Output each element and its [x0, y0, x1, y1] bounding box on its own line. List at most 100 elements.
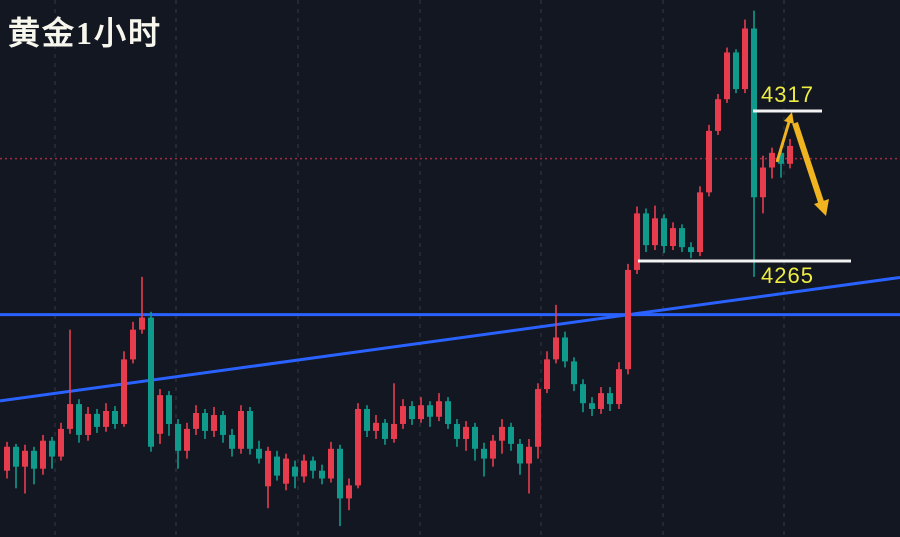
bearish-candle — [31, 450, 37, 469]
bullish-candle — [652, 218, 658, 246]
bullish-candle — [634, 213, 640, 270]
bearish-candle — [508, 426, 514, 444]
bullish-candle — [418, 405, 424, 420]
candle-wick — [393, 383, 395, 443]
bearish-candle — [166, 395, 172, 424]
bearish-candle — [454, 423, 460, 439]
bearish-candle — [292, 466, 298, 477]
bearish-candle — [49, 440, 55, 457]
bearish-candle — [319, 470, 325, 479]
bullish-candle — [103, 411, 109, 427]
bullish-candle — [139, 317, 145, 330]
bearish-candle — [112, 411, 118, 424]
bullish-candle — [283, 458, 289, 484]
bearish-candle — [337, 448, 343, 499]
bearish-candle — [643, 213, 649, 246]
bullish-candle — [742, 28, 748, 90]
bullish-candle — [436, 401, 442, 417]
bearish-candle — [310, 460, 316, 471]
candle-wick — [141, 276, 143, 334]
bullish-candle — [760, 167, 766, 198]
bullish-candle — [697, 192, 703, 253]
bearish-candle — [481, 448, 487, 459]
bullish-candle — [265, 450, 271, 487]
bullish-candle — [211, 415, 217, 431]
bullish-candle — [400, 406, 406, 424]
bearish-candle — [247, 411, 253, 449]
bullish-candle — [346, 485, 352, 499]
arrow-down-head-icon[interactable] — [814, 199, 829, 216]
bullish-candle — [544, 359, 550, 390]
bullish-candle — [616, 369, 622, 405]
bullish-candle — [355, 408, 361, 486]
bearish-candle — [589, 403, 595, 409]
bearish-candle — [445, 401, 451, 424]
bearish-candle — [688, 247, 694, 253]
bearish-candle — [679, 228, 685, 248]
bullish-candle — [724, 52, 730, 100]
bullish-candle — [553, 337, 559, 360]
candle-wick — [483, 442, 485, 477]
bearish-candle — [751, 28, 757, 198]
candle-wick — [24, 444, 26, 494]
bullish-candle — [706, 130, 712, 193]
bullish-candle — [121, 359, 127, 424]
bearish-candle — [427, 405, 433, 417]
bullish-candle — [526, 446, 532, 464]
bearish-candle — [13, 446, 19, 467]
bearish-candle — [148, 317, 154, 447]
candle-wick — [555, 304, 557, 364]
bearish-candle — [607, 393, 613, 405]
bullish-candle — [715, 99, 721, 131]
bullish-candle — [193, 413, 199, 429]
bullish-candle — [769, 152, 775, 168]
bearish-candle — [661, 218, 667, 246]
bearish-candle — [76, 404, 82, 435]
bullish-candle — [373, 422, 379, 431]
bullish-candle — [157, 395, 163, 434]
bearish-candle — [472, 426, 478, 449]
bearish-candle — [409, 406, 415, 420]
arrow-up-stroke[interactable] — [775, 121, 791, 163]
bearish-candle — [274, 456, 280, 476]
bullish-candle — [598, 393, 604, 409]
bearish-candle — [733, 52, 739, 90]
bearish-candle — [94, 413, 100, 427]
bearish-candle — [778, 152, 784, 164]
bearish-candle — [517, 443, 523, 464]
bullish-candle — [40, 440, 46, 469]
bullish-candle — [625, 269, 631, 370]
bearish-candle — [175, 423, 181, 451]
bearish-candle — [256, 448, 262, 459]
bearish-candle — [571, 361, 577, 385]
bullish-candle — [4, 446, 10, 471]
bullish-candle — [328, 448, 334, 479]
arrow-down-stroke[interactable] — [792, 122, 824, 203]
bullish-candle — [391, 423, 397, 439]
candle-wick — [69, 329, 71, 434]
bullish-candle — [130, 329, 136, 360]
bullish-candle — [670, 228, 676, 246]
bearish-candle — [562, 337, 568, 362]
chart-title: 黄金1小时 — [8, 15, 163, 51]
support-price-label: 4265 — [761, 263, 814, 288]
bullish-candle — [463, 426, 469, 439]
resistance-price-label: 4317 — [761, 82, 814, 107]
bearish-candle — [580, 384, 586, 404]
bullish-candle — [58, 428, 64, 457]
bearish-candle — [220, 415, 226, 435]
bullish-candle — [184, 428, 190, 451]
price-level-line[interactable] — [638, 259, 851, 263]
bullish-candle — [787, 145, 793, 164]
bearish-candle — [229, 434, 235, 449]
candle-wick — [528, 438, 530, 494]
bullish-candle — [85, 413, 91, 435]
bullish-candle — [67, 404, 73, 429]
arrow-up-head-icon[interactable] — [784, 112, 794, 124]
price-level-line[interactable] — [753, 109, 822, 113]
bullish-candle — [490, 440, 496, 459]
bearish-candle — [382, 422, 388, 439]
bullish-candle — [238, 411, 244, 449]
